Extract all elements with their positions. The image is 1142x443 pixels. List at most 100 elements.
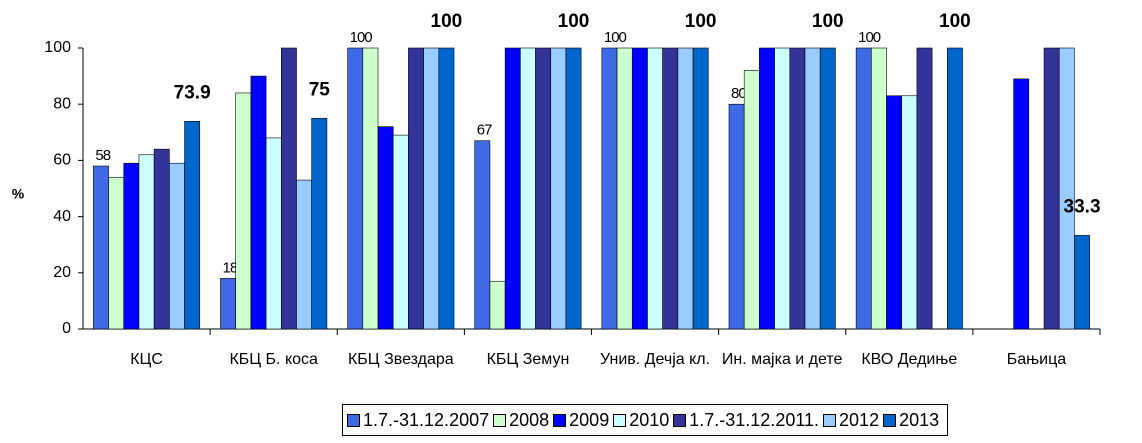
data-label: 73.9 <box>174 82 211 103</box>
data-label: 100 <box>812 11 844 32</box>
legend-item: 2010 <box>613 410 669 431</box>
legend-item: 2009 <box>553 410 609 431</box>
bar <box>153 148 170 330</box>
bar <box>774 47 791 330</box>
data-label: 75 <box>309 79 331 100</box>
bar <box>220 278 236 330</box>
legend-swatch <box>493 413 507 427</box>
x-tick-label: КВО Дедиње <box>861 351 958 368</box>
data-label: 67 <box>477 122 492 139</box>
legend-label: 2010 <box>629 409 670 430</box>
bar <box>169 162 185 330</box>
x-tick-label: КБЦ Б. коса <box>229 351 318 368</box>
bar <box>1074 235 1090 330</box>
y-tick-label: 60 <box>53 152 71 169</box>
bar <box>901 95 918 330</box>
bar <box>662 47 679 330</box>
bar <box>565 47 582 330</box>
bar <box>250 75 267 330</box>
bar <box>489 280 506 330</box>
legend: 1.7.-31.12.2007 2008 2009 2010 1.7.-31.12.20… <box>342 404 949 436</box>
data-label: 18 <box>222 259 237 276</box>
legend-label: 1.7.-31.12.2011. <box>689 409 820 430</box>
data-label: 33.3 <box>1064 196 1101 217</box>
legend-label: 2013 <box>899 409 940 430</box>
bar <box>677 47 694 330</box>
x-tick-label: Бањица <box>1006 351 1067 368</box>
legend-label: 2009 <box>569 409 610 430</box>
legend-item: 2013 <box>883 410 939 431</box>
bar <box>408 47 424 330</box>
bar <box>759 47 775 330</box>
bar <box>108 176 125 330</box>
bar <box>296 179 312 330</box>
bar <box>647 47 663 330</box>
bar <box>280 47 297 330</box>
bar <box>474 140 491 330</box>
data-label: 100 <box>685 11 717 32</box>
data-label: 100 <box>350 29 373 46</box>
bar <box>311 117 328 330</box>
bar <box>550 47 567 330</box>
legend-item: 1.7.-31.12.2007 <box>347 410 489 431</box>
bar <box>743 70 760 330</box>
bar <box>123 162 140 330</box>
bar <box>947 47 963 330</box>
bar <box>728 103 745 330</box>
bar <box>138 154 155 330</box>
bar <box>184 121 201 330</box>
x-tick-label: КБЦ Звездара <box>347 351 454 368</box>
bar <box>1043 47 1060 330</box>
legend-swatch <box>883 413 897 427</box>
legend-swatch <box>347 413 360 427</box>
bar <box>535 47 552 330</box>
data-label: 100 <box>939 11 971 32</box>
bar <box>423 47 440 330</box>
x-tick-label: Унив. Дечја кл. <box>600 351 711 368</box>
legend-swatch <box>553 413 567 427</box>
legend-swatch <box>823 413 837 427</box>
bar <box>819 47 836 330</box>
bar <box>520 47 536 330</box>
legend-item: 2008 <box>493 410 549 431</box>
bar <box>855 47 872 330</box>
bar <box>235 92 252 330</box>
data-label: 100 <box>604 29 627 46</box>
bar <box>265 137 282 330</box>
x-tick-label: Ин. мајка и дете <box>721 351 843 368</box>
y-tick-label: 0 <box>62 320 71 337</box>
legend-item: 2012 <box>823 410 879 431</box>
y-tick-label: 100 <box>44 39 71 56</box>
data-label: 58 <box>95 147 110 164</box>
legend-swatch <box>673 413 687 427</box>
x-tick-label: КБЦ Земун <box>486 351 570 368</box>
bar <box>631 47 648 330</box>
y-tick-label: 20 <box>53 264 71 281</box>
bar <box>362 47 379 330</box>
bar <box>392 134 409 330</box>
bar <box>1013 78 1030 330</box>
legend-item: 1.7.-31.12.2011. <box>673 410 819 431</box>
y-axis-label: % <box>12 186 25 202</box>
legend-swatch <box>613 413 627 427</box>
data-label: 80 <box>731 85 746 102</box>
bar <box>1058 47 1075 330</box>
bar <box>377 126 394 330</box>
bar <box>438 47 455 330</box>
bar <box>886 95 903 330</box>
bar <box>504 47 521 330</box>
x-tick-label: КЦС <box>130 351 163 368</box>
bar <box>616 47 633 330</box>
bar <box>789 47 806 330</box>
bar <box>804 47 821 330</box>
bar <box>871 47 887 330</box>
y-tick-label: 80 <box>53 95 71 112</box>
y-tick-label: 40 <box>53 208 71 225</box>
legend-label: 1.7.-31.12.2007 <box>363 409 490 430</box>
bar <box>347 47 364 330</box>
bar <box>93 165 109 330</box>
legend-label: 2012 <box>839 409 880 430</box>
bar <box>692 47 709 330</box>
